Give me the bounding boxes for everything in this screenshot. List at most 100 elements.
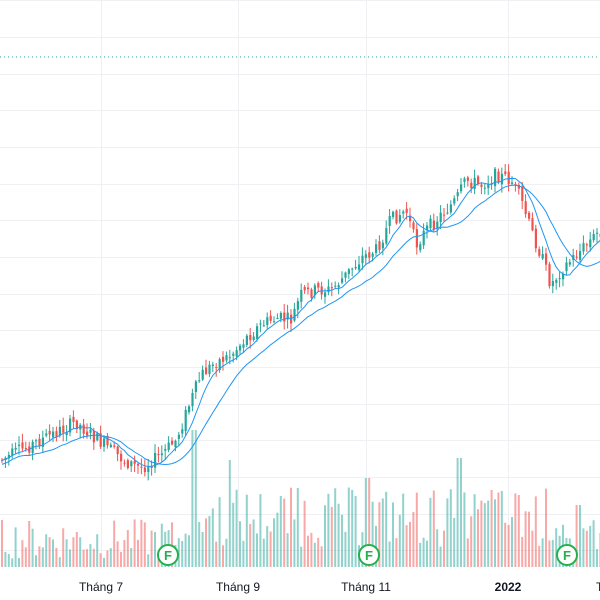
volume-bar	[55, 547, 58, 567]
volume-bar	[293, 519, 296, 567]
candle-body	[327, 286, 330, 293]
volume-bar	[123, 539, 126, 567]
candle-body	[293, 308, 296, 321]
candle-body	[568, 262, 571, 265]
candle-body	[201, 369, 204, 380]
event-marker-f[interactable]: F	[358, 544, 380, 566]
candle-body	[388, 215, 391, 226]
candle-body	[500, 173, 503, 185]
volume-bar	[160, 523, 163, 567]
event-marker-f[interactable]: F	[556, 544, 578, 566]
candle-body	[480, 184, 483, 187]
candle-body	[225, 355, 228, 361]
candle-body	[194, 381, 197, 392]
volume-bar	[398, 514, 401, 567]
volume-bar	[347, 487, 350, 567]
volume-bar	[483, 503, 486, 567]
candle-body	[35, 440, 38, 442]
candle-body	[177, 434, 180, 439]
candle-body	[524, 201, 527, 215]
volume-bar	[385, 491, 388, 567]
volume-bar	[286, 533, 289, 567]
volume-bar	[150, 530, 153, 567]
volume-bar	[511, 516, 513, 567]
volume-bar	[245, 494, 248, 567]
volume-bar	[392, 502, 394, 567]
candle-body	[460, 184, 463, 192]
candle-body	[402, 211, 405, 214]
volume-bar	[256, 533, 258, 567]
volume-bar	[239, 521, 241, 567]
volume-bar	[198, 521, 201, 567]
volume-bar	[62, 528, 65, 567]
volume-bar	[171, 522, 173, 567]
volume-bar	[188, 535, 190, 567]
candle-body	[188, 406, 191, 413]
candle-body	[262, 325, 265, 327]
candle-body	[72, 416, 75, 422]
candlesticks[interactable]	[1, 164, 600, 481]
event-marker-label: F	[365, 548, 373, 563]
candle-body	[269, 315, 272, 321]
candle-body	[279, 313, 282, 319]
volume-bar	[191, 430, 194, 567]
volume-bar	[317, 537, 320, 567]
candle-body	[154, 452, 157, 468]
volume-bar	[4, 551, 7, 567]
x-tick-label-2022: 2022	[495, 580, 522, 594]
candle-body	[453, 198, 456, 204]
candle-body	[123, 462, 126, 464]
candle-body	[228, 357, 231, 359]
volume-bar	[218, 497, 221, 567]
volume-bar	[354, 496, 357, 567]
candle-body	[470, 182, 473, 189]
event-marker-circle	[157, 544, 179, 566]
volume-bar	[395, 538, 398, 567]
x-tick-label-september: Tháng 9	[216, 580, 260, 594]
volume-bar	[279, 495, 282, 567]
candle-body	[463, 178, 466, 182]
candle-body	[466, 177, 469, 181]
candle-body	[65, 432, 68, 436]
moving-average-line-2	[1, 184, 600, 466]
candle-body	[551, 281, 554, 287]
volume-bar	[497, 492, 500, 567]
candle-body	[89, 429, 92, 433]
candle-body	[341, 278, 344, 283]
candle-body	[443, 214, 446, 216]
volume-bar	[228, 460, 231, 567]
event-marker-label: F	[164, 548, 172, 563]
volume-bar	[415, 492, 418, 567]
volume-bar	[300, 546, 303, 567]
x-tick-label-july: Tháng 7	[79, 580, 123, 594]
volume-bar	[205, 518, 207, 567]
candle-body	[575, 256, 578, 258]
volume-bar	[310, 532, 313, 567]
volume-bar	[327, 493, 330, 567]
candle-body	[422, 230, 425, 246]
candle-body	[222, 356, 225, 362]
volume-bar	[82, 549, 85, 567]
volume-bar	[184, 533, 187, 567]
volume-bar	[303, 500, 306, 567]
volume-bar	[422, 537, 425, 567]
candle-body	[361, 255, 364, 264]
volume-bar	[276, 512, 279, 567]
candle-body	[130, 461, 133, 467]
candle-body	[215, 366, 218, 369]
event-marker-f[interactable]: F	[157, 544, 179, 566]
candle-body	[55, 431, 58, 438]
volume-bar	[453, 517, 456, 567]
volume-bar	[388, 541, 391, 567]
candle-body	[351, 268, 354, 270]
volume-bar	[252, 519, 255, 567]
volume-bar	[18, 558, 20, 567]
volume-bar	[143, 522, 146, 567]
volume-bar	[137, 539, 139, 567]
candle-body	[75, 420, 78, 430]
volume-bar	[106, 550, 109, 567]
candle-body	[82, 424, 85, 434]
volume-bar	[28, 520, 31, 567]
